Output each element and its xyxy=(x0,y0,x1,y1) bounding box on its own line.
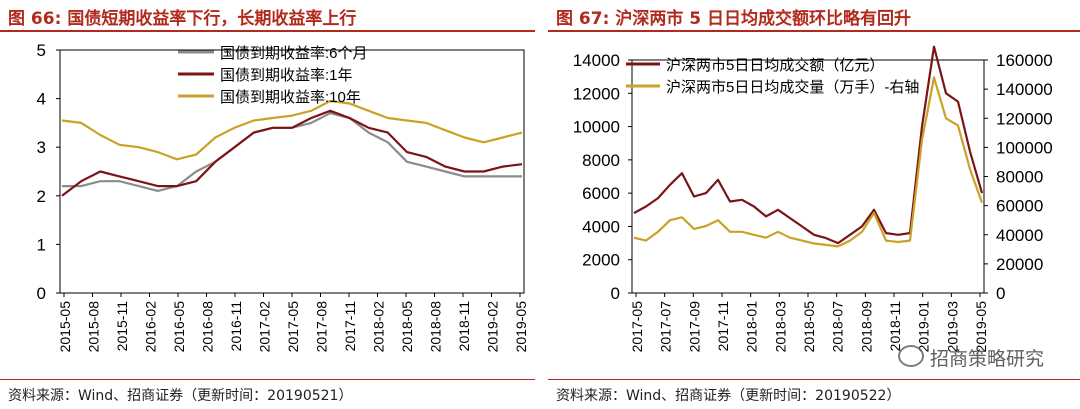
x-tick-label: 2019-01 xyxy=(916,301,932,353)
x-tick-label: 2017-11 xyxy=(342,301,358,352)
series-line xyxy=(633,76,984,248)
left-y-tick-label: 2000 xyxy=(582,251,620,270)
y-tick-label: 3 xyxy=(37,138,46,157)
figure-number: 图 67: xyxy=(556,9,610,29)
x-tick-label: 2018-05 xyxy=(399,301,415,353)
left-figure-panel: 图 66: 国债短期收益率下行，长期收益率上行 0 1 2 3 4 5 2015-05 2015… xyxy=(0,0,535,409)
x-tick-label: 2016-11 xyxy=(228,301,244,352)
figure-title-text: 沪深两市 5 日日均成交额环比略有回升 xyxy=(615,9,912,29)
x-tick-label: 2018-03 xyxy=(772,301,788,353)
left-y-tick-label: 8000 xyxy=(582,151,620,170)
figure-number: 图 66: xyxy=(8,9,62,29)
x-tick-label: 2015-08 xyxy=(86,301,102,353)
y-tick-label: 1 xyxy=(37,235,46,254)
x-tick-label: 2015-05 xyxy=(57,301,73,353)
title-rule xyxy=(548,30,1080,32)
x-tick-label: 2016-02 xyxy=(143,301,159,353)
x-tick-label: 2017-05 xyxy=(285,301,301,353)
x-tick-label: 2018-11 xyxy=(887,301,903,352)
legend-label: 沪深两市5日日均成交额（亿元） xyxy=(666,56,884,74)
x-tick-label: 2019-05 xyxy=(973,301,989,353)
treasury-yield-chart: 0 1 2 3 4 5 2015-05 2015-08 2015-11 2016-02 2016-0… xyxy=(37,41,529,353)
source-rule xyxy=(0,379,535,380)
x-tick-label: 2018-07 xyxy=(830,301,846,353)
right-figure-panel: 图 67: 沪深两市 5 日日均成交额环比略有回升 0 2000 4000 6000 80… xyxy=(548,0,1080,409)
series-line xyxy=(61,99,523,161)
wechat-icon xyxy=(897,345,924,367)
series-line xyxy=(633,45,984,245)
wechat-watermark: 招商策略研究 xyxy=(897,344,1044,371)
left-y-tick-label: 10000 xyxy=(573,118,620,137)
figure-title: 图 67: 沪深两市 5 日日均成交额环比略有回升 xyxy=(556,4,911,29)
legend-label: 沪深两市5日日均成交量（万手）-右轴 xyxy=(666,78,919,96)
source-note: 资料来源：Wind、招商证券（更新时间：20190521） xyxy=(8,388,353,404)
legend-label: 国债到期收益率:6个月 xyxy=(220,45,368,62)
left-y-tick-label: 12000 xyxy=(573,84,620,103)
y-tick-label: 5 xyxy=(37,41,46,60)
figure-title: 图 66: 国债短期收益率下行，长期收益率上行 xyxy=(8,4,356,29)
right-y-tick-label: 20000 xyxy=(996,255,1043,274)
y-tick-label: 2 xyxy=(37,187,46,206)
x-tick-label: 2017-02 xyxy=(257,301,273,353)
legend-label: 国债到期收益率:1年 xyxy=(220,67,353,84)
right-y-tick-label: 140000 xyxy=(996,80,1053,99)
left-y-tick-label: 14000 xyxy=(573,51,620,70)
turnover-chart: 0200040006000800010000120001400002000040… xyxy=(573,45,1053,353)
x-tick-label: 2019-02 xyxy=(485,301,501,353)
x-tick-label: 2018-05 xyxy=(801,301,817,353)
right-y-tick-label: 100000 xyxy=(996,138,1053,157)
x-tick-label: 2017-11 xyxy=(715,301,731,352)
x-tick-label: 2018-02 xyxy=(371,301,387,353)
x-tick-label: 2018-09 xyxy=(858,301,874,353)
left-y-tick-label: 6000 xyxy=(582,184,620,203)
y-tick-label: 0 xyxy=(37,284,46,303)
right-y-tick-label: 120000 xyxy=(996,109,1053,128)
title-rule xyxy=(0,30,535,32)
figure-title-text: 国债短期收益率下行，长期收益率上行 xyxy=(67,9,357,29)
x-tick-label: 2019-03 xyxy=(944,301,960,353)
right-y-tick-label: 0 xyxy=(996,284,1005,303)
x-tick-label: 2017-09 xyxy=(686,301,702,353)
x-tick-label: 2015-11 xyxy=(114,301,130,352)
x-tick-label: 2017-05 xyxy=(629,301,645,353)
plot-frame xyxy=(59,49,525,294)
x-tick-label: 2018-08 xyxy=(428,301,444,353)
x-tick-label: 2016-05 xyxy=(171,301,187,353)
x-tick-label: 2017-07 xyxy=(658,301,674,353)
source-rule xyxy=(548,379,1080,380)
series-line xyxy=(61,109,523,197)
x-tick-label: 2016-08 xyxy=(200,301,216,353)
watermark-text: 招商策略研究 xyxy=(929,348,1044,370)
right-y-tick-label: 60000 xyxy=(996,197,1043,216)
right-y-tick-label: 80000 xyxy=(996,168,1043,187)
source-note: 资料来源：Wind、招商证券（更新时间：20190522） xyxy=(556,388,901,404)
x-tick-label: 2018-01 xyxy=(744,301,760,353)
left-y-tick-label: 0 xyxy=(611,284,620,303)
y-tick-label: 4 xyxy=(37,90,46,109)
right-y-tick-label: 40000 xyxy=(996,226,1043,245)
left-y-tick-label: 4000 xyxy=(582,217,620,236)
right-y-tick-label: 160000 xyxy=(996,51,1053,70)
x-tick-label: 2017-08 xyxy=(314,301,330,353)
x-tick-label: 2018-11 xyxy=(456,301,472,352)
legend-label: 国债到期收益率:10年 xyxy=(220,89,361,106)
x-tick-label: 2019-05 xyxy=(513,301,529,353)
